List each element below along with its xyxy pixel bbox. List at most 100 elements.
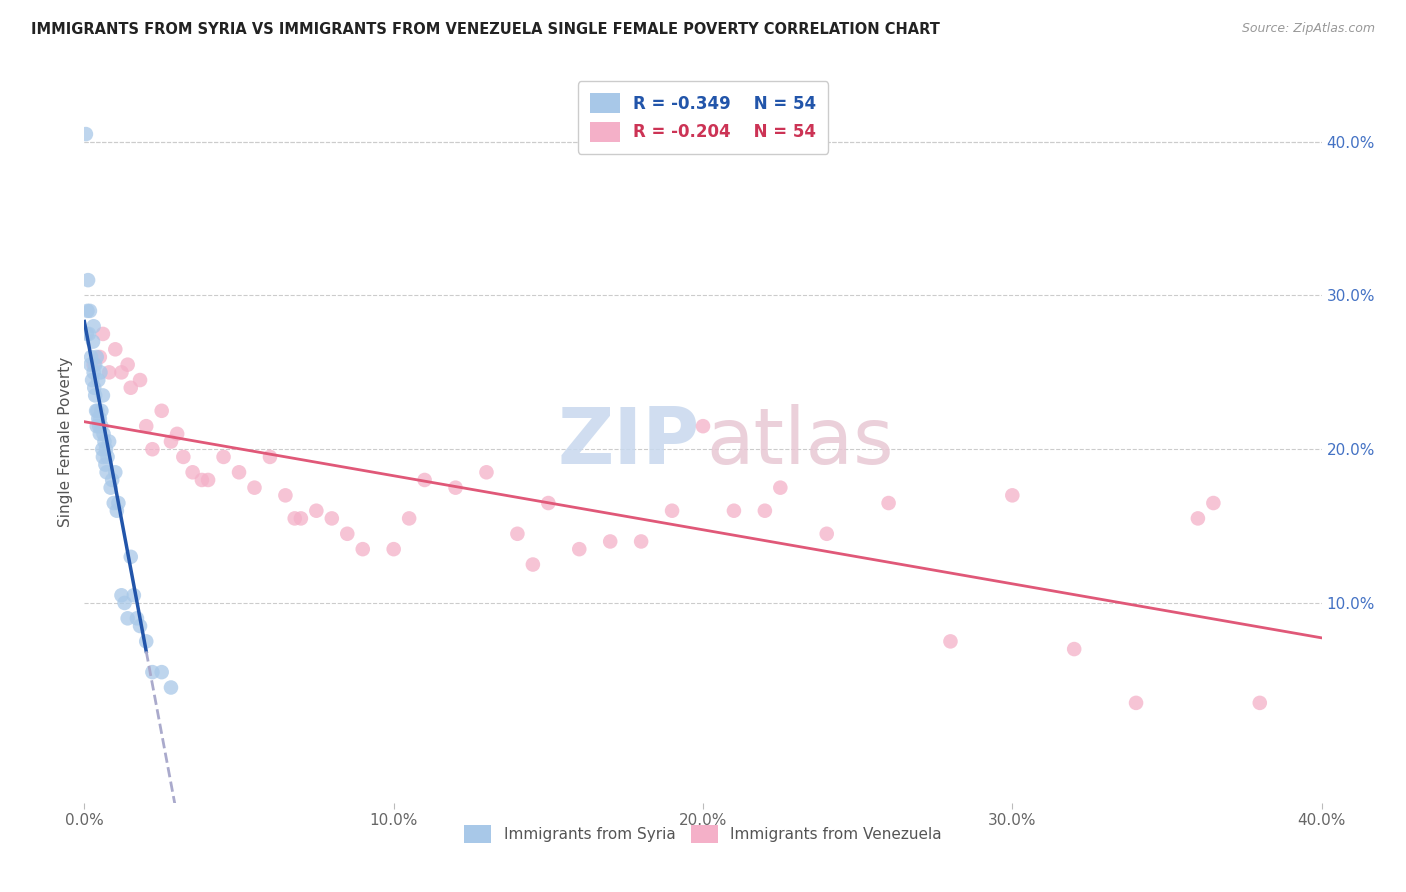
- Point: [352, 542, 374, 557]
- Point: [212, 450, 235, 464]
- Point: [382, 542, 405, 557]
- Point: [661, 504, 683, 518]
- Point: [105, 504, 128, 518]
- Point: [101, 473, 124, 487]
- Point: [398, 511, 420, 525]
- Point: [84, 388, 107, 402]
- Point: [96, 450, 118, 464]
- Point: [630, 534, 652, 549]
- Point: [274, 488, 297, 502]
- Point: [336, 526, 359, 541]
- Point: [243, 481, 266, 495]
- Point: [160, 681, 183, 695]
- Point: [166, 426, 188, 441]
- Point: [150, 665, 173, 680]
- Point: [107, 496, 129, 510]
- Point: [94, 442, 117, 457]
- Point: [104, 465, 127, 479]
- Point: [110, 588, 132, 602]
- Point: [181, 465, 204, 479]
- Point: [117, 611, 139, 625]
- Point: [89, 350, 111, 364]
- Point: [141, 665, 163, 680]
- Point: [939, 634, 962, 648]
- Point: [769, 481, 792, 495]
- Point: [141, 442, 163, 457]
- Point: [475, 465, 498, 479]
- Point: [125, 611, 148, 625]
- Point: [82, 373, 104, 387]
- Point: [172, 450, 194, 464]
- Point: [84, 404, 107, 418]
- Point: [82, 334, 104, 349]
- Point: [91, 450, 114, 464]
- Point: [86, 419, 108, 434]
- Point: [1125, 696, 1147, 710]
- Point: [76, 304, 98, 318]
- Point: [94, 458, 117, 472]
- Point: [77, 326, 100, 341]
- Point: [568, 542, 591, 557]
- Point: [75, 127, 97, 141]
- Point: [86, 404, 108, 418]
- Point: [120, 549, 142, 564]
- Point: [83, 319, 105, 334]
- Point: [723, 504, 745, 518]
- Point: [129, 373, 152, 387]
- Point: [87, 411, 110, 425]
- Point: [1249, 696, 1271, 710]
- Point: [83, 381, 105, 395]
- Point: [80, 350, 103, 364]
- Point: [191, 473, 214, 487]
- Point: [84, 358, 107, 372]
- Point: [815, 526, 838, 541]
- Text: atlas: atlas: [707, 403, 894, 480]
- Point: [110, 365, 132, 379]
- Point: [104, 343, 127, 357]
- Point: [305, 504, 328, 518]
- Point: [506, 526, 529, 541]
- Point: [1187, 511, 1209, 525]
- Point: [259, 450, 281, 464]
- Point: [91, 442, 114, 457]
- Point: [754, 504, 776, 518]
- Text: ZIP: ZIP: [557, 403, 699, 480]
- Point: [76, 326, 98, 341]
- Point: [83, 358, 105, 372]
- Point: [692, 419, 714, 434]
- Point: [135, 419, 157, 434]
- Point: [122, 588, 145, 602]
- Text: IMMIGRANTS FROM SYRIA VS IMMIGRANTS FROM VENEZUELA SINGLE FEMALE POVERTY CORRELA: IMMIGRANTS FROM SYRIA VS IMMIGRANTS FROM…: [31, 22, 939, 37]
- Point: [413, 473, 436, 487]
- Text: Source: ZipAtlas.com: Source: ZipAtlas.com: [1241, 22, 1375, 36]
- Point: [90, 419, 112, 434]
- Point: [228, 465, 250, 479]
- Point: [290, 511, 312, 525]
- Point: [160, 434, 183, 449]
- Point: [89, 411, 111, 425]
- Point: [79, 358, 101, 372]
- Point: [103, 496, 125, 510]
- Point: [86, 350, 108, 364]
- Point: [444, 481, 467, 495]
- Point: [96, 465, 118, 479]
- Point: [537, 496, 560, 510]
- Point: [114, 596, 136, 610]
- Point: [89, 365, 111, 379]
- Point: [93, 434, 115, 449]
- Point: [79, 304, 101, 318]
- Point: [91, 388, 114, 402]
- Point: [599, 534, 621, 549]
- Point: [321, 511, 343, 525]
- Point: [1063, 642, 1085, 657]
- Point: [120, 381, 142, 395]
- Point: [89, 426, 111, 441]
- Point: [1202, 496, 1225, 510]
- Point: [100, 481, 122, 495]
- Y-axis label: Single Female Poverty: Single Female Poverty: [58, 357, 73, 526]
- Legend: Immigrants from Syria, Immigrants from Venezuela: Immigrants from Syria, Immigrants from V…: [458, 819, 948, 849]
- Point: [197, 473, 219, 487]
- Point: [129, 619, 152, 633]
- Point: [77, 273, 100, 287]
- Point: [83, 365, 105, 379]
